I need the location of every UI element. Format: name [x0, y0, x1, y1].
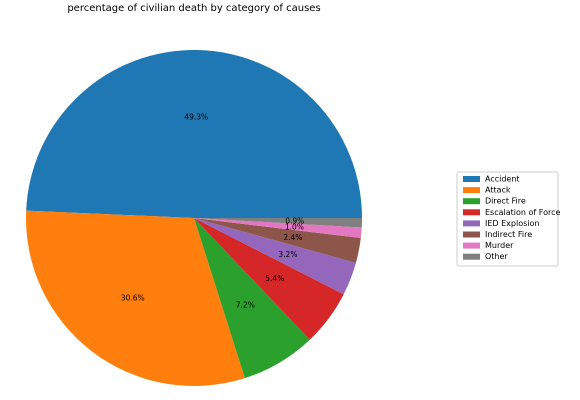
pct-label-accident: 49.3%: [184, 113, 208, 122]
legend-label-indirect-fire: Indirect Fire: [485, 230, 532, 239]
pie-slice-direct-fire: [194, 218, 310, 379]
pie-slice-attack: [26, 210, 245, 387]
legend-swatch-accident: [463, 176, 480, 182]
pie-slice-other: [194, 218, 362, 228]
legend-swatch-direct-fire: [463, 198, 480, 205]
pct-label-attack: 30.6%: [121, 294, 145, 303]
legend-label-murder: Murder: [485, 241, 514, 250]
pie-slice-escalation-of-force: [194, 218, 344, 340]
pie-slice-ied-explosion: [194, 218, 356, 295]
legend-label-escalation-of-force: Escalation of Force: [485, 208, 560, 217]
legend-swatch-ied-explosion: [463, 220, 480, 227]
pct-label-escalation-of-force: 5.4%: [265, 274, 284, 283]
legend-label-ied-explosion: IED Explosion: [485, 219, 539, 228]
legend-label-direct-fire: Direct Fire: [485, 197, 526, 206]
pie-slice-murder: [194, 218, 362, 239]
legend: Accident Attack Direct Fire Escalation of F…: [456, 171, 560, 267]
pie-slices: [26, 49, 362, 387]
legend-label-other: Other: [485, 252, 508, 261]
legend-swatch-murder: [463, 242, 480, 249]
legend-label-accident: Accident: [485, 175, 520, 184]
pct-label-indirect-fire: 2.4%: [283, 233, 302, 242]
chart-title: percentage of civilian death by category…: [67, 3, 320, 14]
pct-label-other: 0.9%: [285, 216, 304, 225]
pct-label-direct-fire: 7.2%: [236, 300, 255, 309]
legend-swatch-indirect-fire: [463, 231, 480, 238]
percentage-labels: 49.3% 30.6% 7.2% 5.4% 3.2% 2.4% 1.0%0.9%: [121, 113, 304, 310]
pct-label-murder: 1.0%: [285, 222, 304, 231]
pct-label-ied-explosion: 3.2%: [278, 250, 297, 259]
legend-swatch-other: [463, 253, 480, 260]
legend-frame: [456, 171, 559, 267]
legend-swatch-escalation-of-force: [463, 209, 480, 216]
legend-swatch-attack: [463, 187, 480, 194]
legend-label-attack: Attack: [485, 186, 511, 195]
pie-slice-accident: [26, 49, 362, 218]
pie-slice-indirect-fire: [194, 218, 361, 263]
